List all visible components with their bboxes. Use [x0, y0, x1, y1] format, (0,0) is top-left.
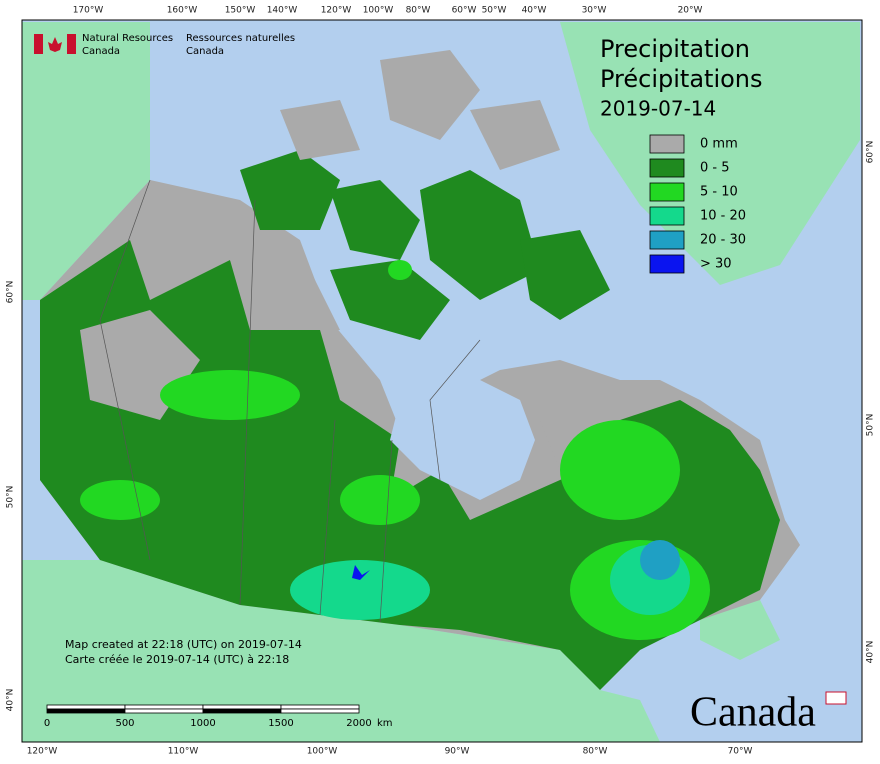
legend-label: 0 mm: [700, 137, 738, 152]
scale-label: 0: [44, 718, 50, 729]
legend-swatch: [649, 206, 685, 226]
scale-segment: [46, 704, 126, 710]
lon-label: 120°W: [321, 6, 352, 16]
lon-label: 100°W: [307, 747, 338, 757]
precip-patch: [290, 560, 430, 620]
border: [239, 199, 256, 606]
scale-segment: [280, 704, 360, 710]
lon-label: 140°W: [267, 6, 298, 16]
wordmark-flag: [825, 691, 847, 705]
precip-patch: [560, 420, 680, 520]
island: [520, 230, 610, 320]
scale-label: 1500: [268, 718, 293, 729]
island: [280, 100, 360, 160]
island: [380, 50, 480, 140]
lat-label: 60°N: [866, 141, 876, 164]
legend-label: 10 - 20: [700, 209, 746, 224]
legend-swatch: [649, 158, 685, 178]
flag-bar: [34, 34, 43, 54]
lon-label: 50°W: [482, 6, 507, 16]
scale-label: 1000: [190, 718, 215, 729]
footnote: Map created at 22:18 (UTC) on 2019-07-14: [65, 638, 302, 651]
precip-patch: [80, 480, 160, 520]
footnote: Carte créée le 2019-07-14 (UTC) à 22:18: [65, 653, 289, 666]
lon-label: 60°W: [452, 6, 477, 16]
scale-segment: [202, 704, 282, 710]
lat-label: 50°N: [866, 414, 876, 437]
scale-segment: [46, 708, 126, 714]
title-en: Precipitation: [600, 35, 750, 63]
usa-east: [700, 600, 780, 660]
legend-label: 5 - 10: [700, 185, 738, 200]
lat-label: 40°N: [866, 641, 876, 664]
map-border: [21, 19, 863, 743]
island: [470, 100, 560, 170]
lon-label: 90°W: [445, 747, 470, 757]
precip-patch: [160, 370, 300, 420]
maple-leaf: [48, 37, 62, 52]
border: [319, 419, 336, 616]
scale-segment: [124, 704, 204, 710]
title-fr: Précipitations: [600, 65, 763, 93]
precip-max: [352, 565, 370, 580]
legend-swatch: [649, 134, 685, 154]
lon-label: 120°W: [27, 747, 58, 757]
org-fr: Canada: [186, 46, 224, 57]
border: [99, 179, 151, 561]
scale-segment: [124, 708, 204, 714]
legend-label: > 30: [700, 257, 732, 272]
wordmark: Canada: [690, 690, 816, 736]
island: [240, 150, 340, 230]
org-en: Natural Resources: [82, 33, 173, 44]
dry-patch: [230, 250, 340, 330]
scale-segment: [202, 708, 282, 714]
lon-label: 170°W: [73, 6, 104, 16]
org-en: Canada: [82, 46, 120, 57]
lat-label: 50°N: [6, 486, 16, 509]
lon-label: 80°W: [406, 6, 431, 16]
legend: 0 mm 0 - 5 5 - 10 10 - 20 20 - 30 > 30: [649, 134, 746, 274]
lon-label: 20°W: [678, 6, 703, 16]
hudson-bay: [390, 380, 535, 500]
border: [429, 339, 481, 481]
ticks: 170°W 160°W 150°W 140°W 120°W 100°W 80°W 60°W 50…: [6, 6, 876, 757]
legend-label: 0 - 5: [700, 161, 730, 176]
lon-label: 40°W: [522, 6, 547, 16]
title-date: 2019-07-14: [600, 97, 716, 121]
legend-swatch: [649, 230, 685, 250]
org-fr: Ressources naturelles: [186, 33, 295, 44]
lon-label: 110°W: [168, 747, 199, 757]
lon-label: 150°W: [225, 6, 256, 16]
scale-label: 500: [115, 718, 134, 729]
precip-patch: [640, 540, 680, 580]
scale-label: 2000: [346, 718, 371, 729]
scale-bar: 0 500 1000 1500 2000 km: [44, 704, 393, 729]
island: [330, 180, 420, 260]
usa: [22, 560, 660, 742]
island: [420, 170, 540, 300]
legend-swatch: [649, 254, 685, 274]
legend-swatch: [649, 182, 685, 202]
alaska: [22, 22, 150, 300]
flag-bar: [67, 34, 76, 54]
lon-label: 30°W: [582, 6, 607, 16]
island: [330, 260, 450, 340]
lon-label: 80°W: [583, 747, 608, 757]
lon-label: 100°W: [363, 6, 394, 16]
legend-label: 20 - 30: [700, 233, 746, 248]
lat-label: 40°N: [6, 689, 16, 712]
greenland: [560, 22, 860, 285]
lat-label: 60°N: [6, 281, 16, 304]
precip-patch: [388, 260, 412, 280]
scale-segment: [280, 708, 360, 714]
lon-label: 160°W: [167, 6, 198, 16]
precip-patch: [340, 475, 420, 525]
scale-unit: km: [377, 718, 393, 729]
lon-label: 70°W: [728, 747, 753, 757]
border: [379, 439, 393, 623]
